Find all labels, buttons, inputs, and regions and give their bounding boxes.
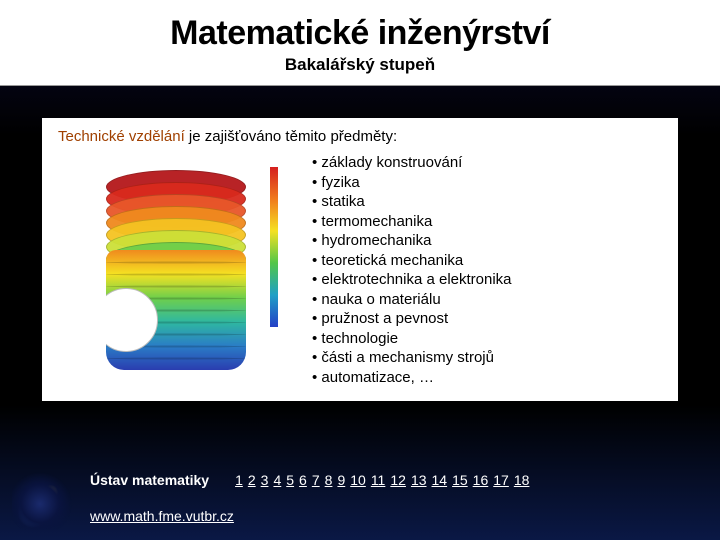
page-link[interactable]: 3 <box>261 472 269 488</box>
slide-subtitle: Bakalářský stupeň <box>10 55 710 75</box>
intro-rest: je zajišťováno těmito předměty: <box>185 128 397 145</box>
subject-item: základy konstruování <box>312 153 512 173</box>
page-link[interactable]: 5 <box>286 472 294 488</box>
subject-item: automatizace, … <box>312 368 512 388</box>
page-link[interactable]: 11 <box>371 472 386 488</box>
page-link[interactable]: 4 <box>273 472 281 488</box>
subject-item: pružnost a pevnost <box>312 309 512 329</box>
subject-item: fyzika <box>312 173 512 193</box>
subject-item: termomechanika <box>312 212 512 232</box>
pager: 123456789101112131415161718 <box>235 472 529 488</box>
subject-item: elektrotechnika a elektronika <box>312 270 512 290</box>
page-link[interactable]: 1 <box>235 472 243 488</box>
intro-highlight: Technické vzdělání <box>58 128 185 145</box>
page-link[interactable]: 14 <box>432 472 448 488</box>
slide-title: Matematické inženýrství <box>10 14 710 53</box>
footer: Ústav matematiky 12345678910111213141516… <box>0 472 720 530</box>
subject-item: statika <box>312 192 512 212</box>
content-panel: Technické vzdělání je zajišťováno těmito… <box>42 118 678 401</box>
page-link[interactable]: 18 <box>514 472 530 488</box>
intro-line: Technické vzdělání je zajišťováno těmito… <box>58 128 662 145</box>
page-link[interactable]: 7 <box>312 472 320 488</box>
website-link[interactable]: www.math.fme.vutbr.cz <box>90 508 234 524</box>
color-scale <box>270 167 278 327</box>
page-link[interactable]: 10 <box>350 472 366 488</box>
subject-item: části a mechanismy strojů <box>312 348 512 368</box>
page-link[interactable]: 9 <box>337 472 345 488</box>
institute-name: Ústav matematiky <box>90 472 209 488</box>
fem-figure <box>58 153 294 387</box>
subject-list: základy konstruovánífyzikastatikatermome… <box>312 153 512 387</box>
page-link[interactable]: 15 <box>452 472 468 488</box>
subject-item: nauka o materiálu <box>312 290 512 310</box>
fractal-icon <box>12 472 82 530</box>
page-link[interactable]: 17 <box>493 472 509 488</box>
title-box: Matematické inženýrství Bakalářský stupe… <box>0 0 720 86</box>
subject-item: technologie <box>312 329 512 349</box>
subject-item: teoretická mechanika <box>312 251 512 271</box>
page-link[interactable]: 8 <box>325 472 333 488</box>
page-link[interactable]: 13 <box>411 472 427 488</box>
page-link[interactable]: 2 <box>248 472 256 488</box>
page-link[interactable]: 16 <box>473 472 489 488</box>
page-link[interactable]: 12 <box>390 472 406 488</box>
subject-item: hydromechanika <box>312 231 512 251</box>
page-link[interactable]: 6 <box>299 472 307 488</box>
